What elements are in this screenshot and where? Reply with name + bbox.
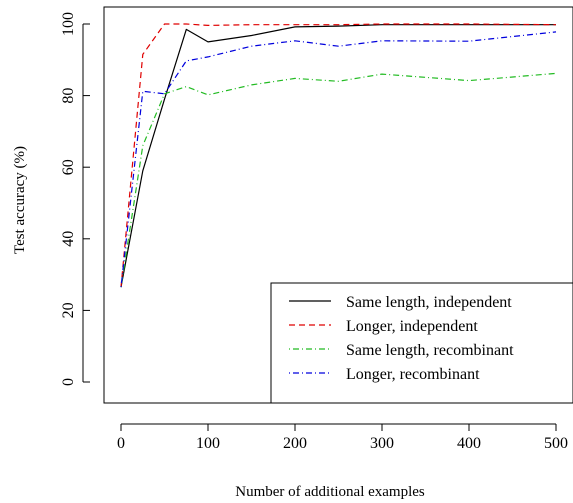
legend-label-3: Same length, recombinant — [346, 342, 514, 359]
legend: Same length, independent Longer, independ… — [270, 282, 573, 404]
y-tick-label: 60 — [60, 159, 77, 175]
legend-label-1: Same length, independent — [346, 294, 512, 311]
legend-label-2: Longer, independent — [346, 318, 478, 335]
y-tick-label: 80 — [60, 88, 77, 104]
series-layer — [120, 23, 557, 288]
series-line-4 — [120, 31, 557, 288]
x-tick-label: 0 — [117, 435, 125, 452]
x-tick-label: 400 — [457, 435, 481, 452]
x-tick-label: 300 — [370, 435, 394, 452]
legend-label-4: Longer, recombinant — [346, 366, 480, 383]
series-line-3 — [120, 72, 557, 288]
y-tick-label: 20 — [60, 302, 77, 318]
legend-box — [270, 282, 573, 404]
series-line-1 — [120, 24, 556, 288]
x-tick-label: 100 — [196, 435, 220, 452]
x-tick-label: 500 — [544, 435, 568, 452]
y-tick-label: 40 — [60, 231, 77, 247]
axes-layer: 0 100 200 300 400 500 0 20 40 60 80 100 — [60, 12, 568, 452]
x-tick-label: 200 — [283, 435, 307, 452]
y-tick-label: 100 — [60, 12, 77, 36]
x-axis-title: Number of additional examples — [235, 484, 425, 500]
y-axis-title: Test accuracy (%) — [12, 146, 28, 254]
y-tick-label: 0 — [60, 378, 77, 386]
